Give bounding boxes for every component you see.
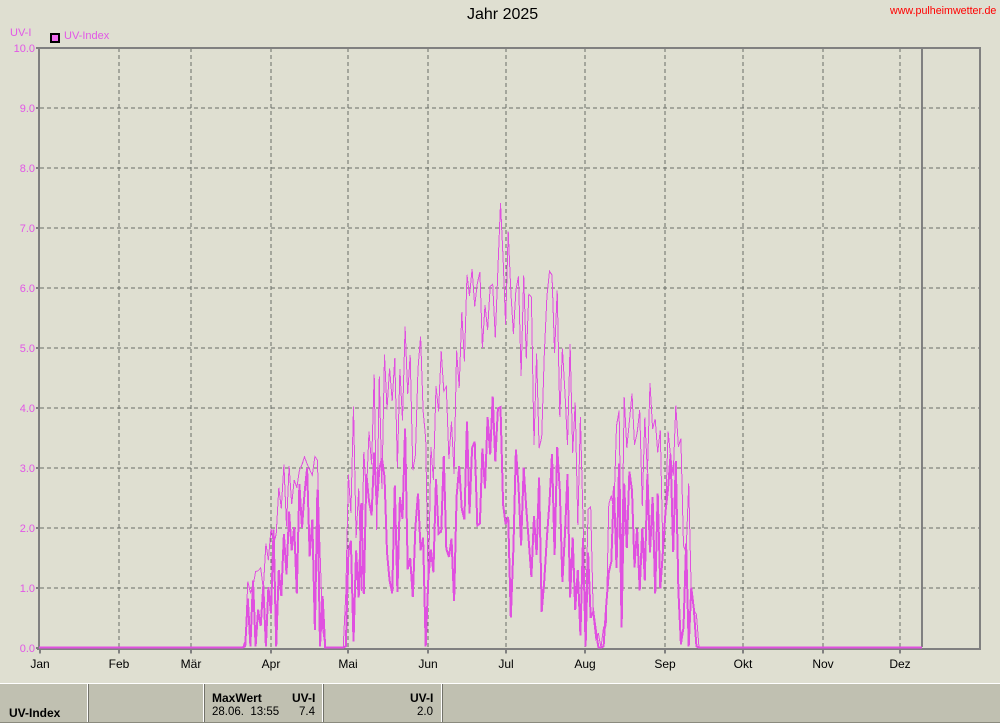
svg-text:0.0: 0.0 bbox=[20, 643, 35, 655]
svg-text:Sep: Sep bbox=[654, 657, 676, 671]
svg-text:Dez: Dez bbox=[889, 657, 910, 671]
svg-text:Feb: Feb bbox=[109, 657, 130, 671]
svg-text:Apr: Apr bbox=[262, 657, 281, 671]
svg-text:Aug: Aug bbox=[574, 657, 595, 671]
svg-text:9.0: 9.0 bbox=[20, 103, 35, 115]
svg-text:8.0: 8.0 bbox=[20, 163, 35, 175]
svg-text:Jun: Jun bbox=[418, 657, 437, 671]
svg-text:2.0: 2.0 bbox=[20, 523, 35, 535]
svg-text:4.0: 4.0 bbox=[20, 403, 35, 415]
svg-text:10.0: 10.0 bbox=[14, 43, 35, 55]
svg-text:Nov: Nov bbox=[812, 657, 833, 671]
svg-text:6.0: 6.0 bbox=[20, 283, 35, 295]
svg-text:7.0: 7.0 bbox=[20, 223, 35, 235]
svg-text:Jan: Jan bbox=[30, 657, 49, 671]
svg-text:Mai: Mai bbox=[338, 657, 357, 671]
svg-text:Mär: Mär bbox=[181, 657, 202, 671]
svg-text:Okt: Okt bbox=[734, 657, 753, 671]
svg-text:5.0: 5.0 bbox=[20, 343, 35, 355]
svg-text:3.0: 3.0 bbox=[20, 463, 35, 475]
svg-text:1.0: 1.0 bbox=[20, 583, 35, 595]
svg-text:Jul: Jul bbox=[498, 657, 513, 671]
